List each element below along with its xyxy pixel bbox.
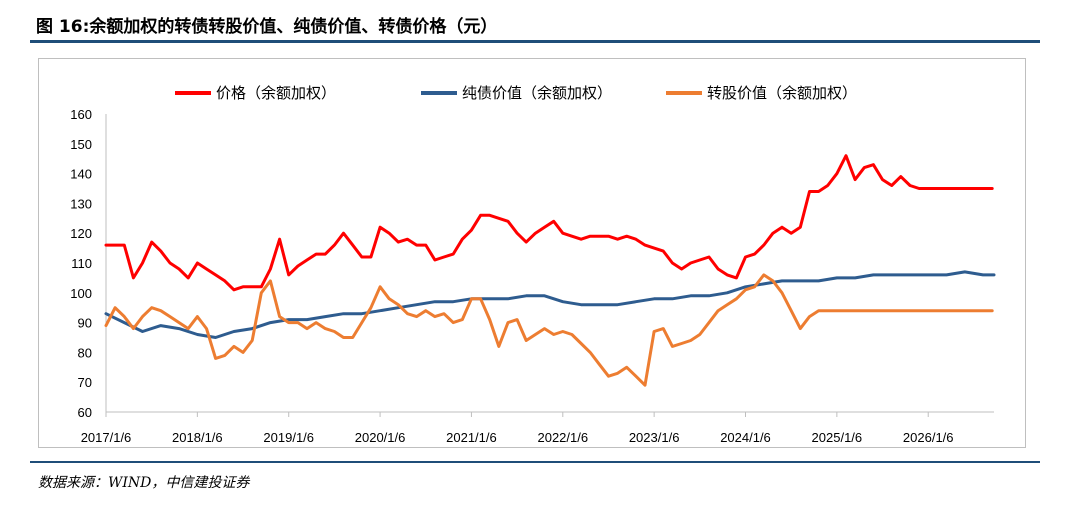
y-tick-label: 80 <box>78 345 92 360</box>
legend-label-0: 价格（余额加权） <box>216 84 336 102</box>
x-tick-label: 2024/1/6 <box>720 430 771 445</box>
x-tick-label: 2018/1/6 <box>172 430 223 445</box>
y-tick-label: 70 <box>78 375 92 390</box>
series-line-2 <box>104 273 994 387</box>
legend: 价格（余额加权） 纯债价值（余额加权） 转股价值（余额加权） <box>175 84 857 102</box>
y-tick-label: 60 <box>78 405 92 420</box>
y-tick-label: 110 <box>71 256 92 271</box>
series-line-0 <box>104 154 994 292</box>
x-tick-label: 2025/1/6 <box>812 430 863 445</box>
x-tick-label: 2017/1/6 <box>81 430 132 445</box>
y-tick-label: 100 <box>70 286 92 301</box>
series-lines <box>104 154 996 387</box>
bottom-rule <box>30 461 1040 463</box>
y-tick-label: 120 <box>70 226 92 241</box>
axes: 60 70 80 90 100 110 120 130 140 150 160 2017/1/6 201… <box>70 107 994 445</box>
series-line-1 <box>104 270 996 339</box>
legend-label-2: 转股价值（余额加权） <box>707 84 857 102</box>
x-tick-label: 2020/1/6 <box>355 430 406 445</box>
y-tick-label: 150 <box>70 137 92 152</box>
x-tick-label: 2023/1/6 <box>629 430 680 445</box>
x-tick-label: 2022/1/6 <box>537 430 588 445</box>
x-tick-label: 2021/1/6 <box>446 430 497 445</box>
data-source: 数据来源：WIND，中信建投证券 <box>38 475 250 491</box>
chart-frame <box>38 58 1026 448</box>
figure-title: 图 16:余额加权的转债转股价值、纯债价值、转债价格（元） <box>36 17 498 37</box>
x-tick-label: 2026/1/6 <box>903 430 954 445</box>
y-tick-label: 160 <box>70 107 92 122</box>
x-tick-label: 2019/1/6 <box>263 430 314 445</box>
top-rule <box>30 40 1040 43</box>
y-tick-label: 140 <box>70 167 92 182</box>
y-tick-label: 130 <box>70 196 92 211</box>
legend-label-1: 纯债价值（余额加权） <box>462 84 612 102</box>
y-tick-label: 90 <box>78 316 92 331</box>
